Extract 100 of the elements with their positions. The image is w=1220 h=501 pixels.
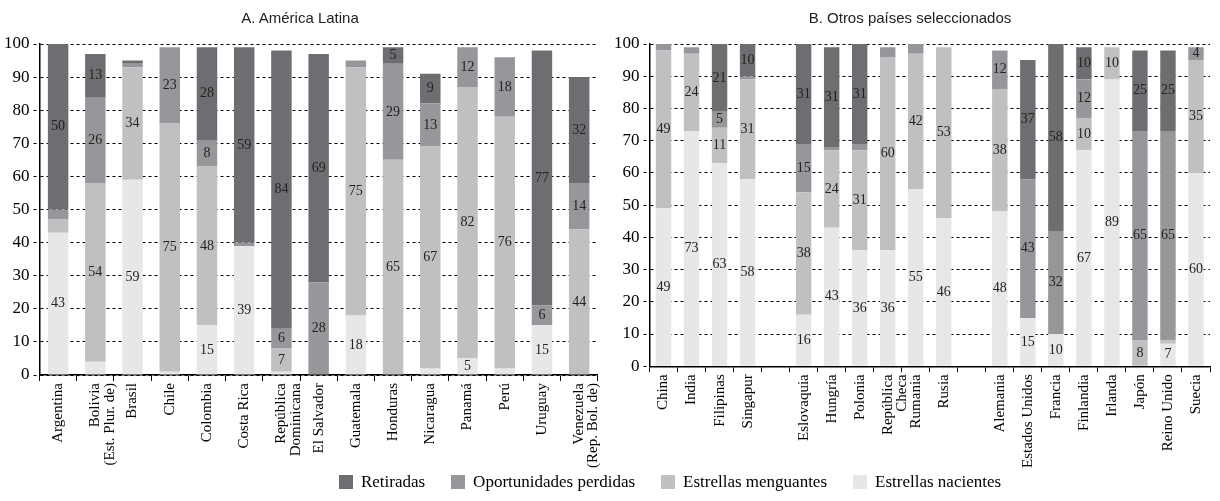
y-tick-label: 0 (21, 364, 30, 384)
bar (851, 143, 868, 151)
bar (85, 183, 106, 362)
y-tick-label: 90 (12, 66, 30, 86)
data-label: 36 (880, 299, 895, 315)
data-label: 69 (311, 159, 326, 175)
data-label: 5 (389, 47, 397, 63)
data-label: 18 (348, 336, 363, 352)
bar (683, 47, 700, 54)
y-tick-label: 60 (622, 162, 640, 182)
bar (494, 116, 515, 369)
data-label: 43 (51, 295, 66, 311)
bar (992, 50, 1008, 90)
x-tick-label: Singapur (738, 374, 755, 429)
y-tick-label: 100 (4, 33, 30, 53)
data-label: 31 (824, 88, 839, 104)
bar (992, 211, 1008, 366)
bar (1160, 131, 1176, 341)
bar (823, 150, 840, 228)
x-tick-label: Uruguay (532, 382, 549, 436)
legend-label: Oportunidades perdidas (473, 472, 636, 492)
bar (47, 232, 69, 375)
data-label: 10 (740, 51, 755, 67)
y-tick-label: 10 (12, 331, 30, 351)
bar (880, 47, 896, 57)
bar (85, 96, 106, 184)
data-label: 15 (796, 159, 811, 175)
chart-title: A. América Latina (241, 9, 360, 27)
x-tick-label: Finlandia (1074, 373, 1091, 431)
x-tick-label: Colombia (197, 382, 214, 443)
bar (568, 77, 590, 184)
y-tick-label: 30 (622, 259, 640, 279)
y-tick-label: 70 (12, 132, 30, 152)
bar (345, 67, 367, 316)
data-label: 15 (534, 341, 549, 357)
y-tick-label: 70 (622, 130, 640, 150)
data-label: 35 (1188, 108, 1203, 124)
bar (851, 150, 868, 251)
bar (880, 56, 896, 251)
bar (1076, 79, 1092, 119)
bar (271, 348, 292, 372)
data-label: 10 (1104, 55, 1119, 71)
bar (908, 189, 924, 366)
data-label: 60 (1188, 261, 1203, 276)
data-label: 9 (426, 80, 434, 96)
data-label: 12 (460, 58, 475, 74)
x-tick-label: Perú (495, 382, 512, 411)
data-label: 49 (656, 121, 671, 137)
data-label: 34 (125, 115, 140, 131)
x-tick-label: Honduras (384, 382, 401, 442)
bar (159, 123, 180, 372)
data-label: 10 (1076, 55, 1091, 71)
y-tick-label: 100 (614, 33, 640, 53)
data-label: 59 (237, 136, 252, 152)
y-tick-label: 0 (631, 355, 640, 375)
data-label: 8 (203, 144, 211, 160)
bar (420, 73, 441, 104)
bar (1188, 172, 1204, 366)
bar (47, 44, 69, 210)
bar (345, 315, 367, 375)
data-label: 15 (199, 341, 214, 357)
x-tick-label: Bolivia (Est. Plur. de) (86, 382, 118, 466)
bar (936, 47, 952, 219)
bar (1048, 230, 1064, 335)
x-tick-label: Rusia (934, 373, 951, 409)
x-tick-label: Brasil (123, 383, 140, 419)
bar (196, 166, 218, 326)
bar (711, 163, 728, 366)
bar (739, 76, 756, 80)
x-tick-label: Japón (1130, 373, 1147, 410)
data-label: 12 (992, 61, 1007, 77)
bar (936, 218, 952, 366)
data-label: 77 (534, 169, 549, 185)
bar (531, 50, 553, 306)
data-label: 31 (852, 191, 867, 207)
x-tick-label: Chile (160, 382, 177, 416)
bar (457, 87, 478, 359)
data-label: 76 (497, 234, 512, 250)
data-label: 67 (1076, 249, 1091, 265)
data-label: 12 (1076, 90, 1091, 106)
data-label: 43 (1020, 240, 1035, 256)
bar (382, 159, 404, 375)
data-label: 38 (796, 245, 811, 261)
bar (851, 44, 868, 144)
bar (711, 44, 728, 112)
bar (1076, 150, 1092, 366)
bar (47, 219, 69, 233)
bar (683, 53, 700, 132)
data-label: 18 (497, 78, 512, 94)
data-label: 73 (684, 240, 699, 256)
data-label: 6 (538, 307, 546, 323)
x-tick-label: Estados Unidos (1018, 374, 1035, 468)
bar (494, 57, 515, 117)
data-label: 4 (1192, 45, 1200, 61)
bar (382, 47, 404, 64)
bar (308, 53, 329, 283)
x-tick-label: Rumania (906, 373, 923, 429)
x-tick-label: Francia (1046, 373, 1063, 420)
data-label: 53 (936, 124, 951, 140)
y-tick-label: 80 (622, 97, 640, 117)
